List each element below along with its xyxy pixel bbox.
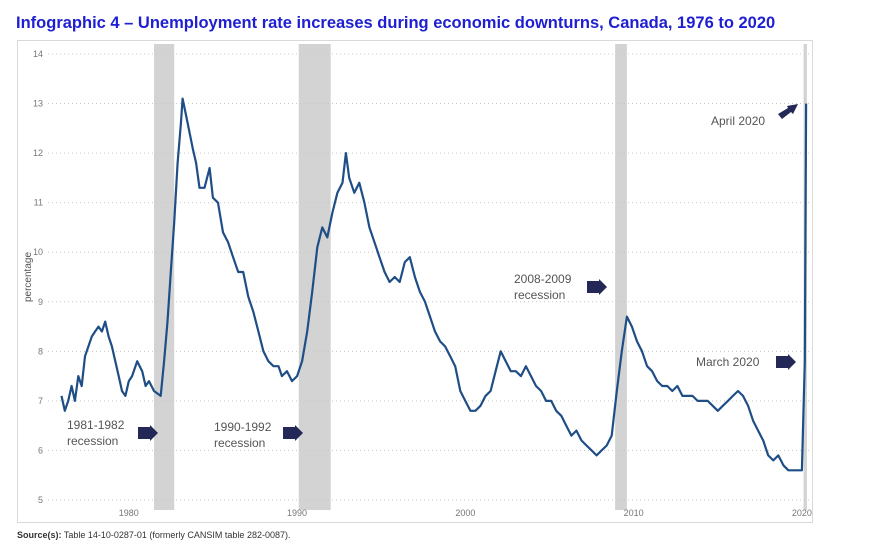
annotation-1981-line2: recession — [67, 434, 118, 448]
arrow-up-right-icon — [778, 104, 798, 119]
annotation-march-2020: March 2020 — [696, 354, 796, 370]
y-tick-label-9: 9 — [38, 297, 43, 307]
chart-title: Infographic 4 – Unemployment rate increa… — [16, 14, 776, 32]
arrow-right-icon — [283, 425, 303, 441]
x-tick-label-2000: 2000 — [455, 508, 475, 518]
arrow-right-icon — [587, 279, 607, 295]
arrow-right-icon — [776, 354, 796, 370]
y-tick-label-12: 12 — [33, 148, 43, 158]
annotation-1990-line2: recession — [214, 436, 265, 450]
chart-frame — [17, 40, 813, 523]
gridlines — [48, 53, 812, 501]
source-note: Source(s): Table 14-10-0287-01 (formerly… — [17, 530, 290, 540]
x-tick-label-2010: 2010 — [624, 508, 644, 518]
y-axis-label: percentage — [23, 252, 34, 302]
y-tick-label-5: 5 — [38, 495, 43, 505]
annotation-1990-recession: 1990-1992 recession — [214, 420, 303, 450]
annotation-april-2020: April 2020 — [711, 104, 798, 128]
y-tick-label-6: 6 — [38, 445, 43, 455]
arrow-right-icon — [138, 425, 158, 441]
annotation-2008-recession: 2008-2009 recession — [514, 272, 607, 302]
x-tick-label-1980: 1980 — [119, 508, 139, 518]
unemployment-rate-line — [60, 97, 808, 472]
y-tick-label-13: 13 — [33, 99, 43, 109]
annotation-1990-line1: 1990-1992 — [214, 420, 272, 434]
y-tick-labels: 5 6 7 8 9 10 11 12 13 14 — [33, 49, 43, 505]
source-text: Table 14-10-0287-01 (formerly CANSIM tab… — [63, 530, 291, 540]
x-tick-label-1990: 1990 — [287, 508, 307, 518]
y-tick-label-11: 11 — [34, 198, 43, 208]
x-tick-labels: 1980 1990 2000 2010 2020 — [119, 508, 812, 518]
y-tick-label-14: 14 — [33, 49, 43, 59]
annotation-2008-line2: recession — [514, 288, 565, 302]
y-tick-label-7: 7 — [38, 396, 43, 406]
y-tick-label-8: 8 — [38, 346, 43, 356]
annotation-april-2020-text: April 2020 — [711, 114, 765, 128]
annotation-1981-line1: 1981-1982 — [67, 418, 125, 432]
x-tick-label-2020: 2020 — [792, 508, 812, 518]
annotation-march-2020-text: March 2020 — [696, 355, 760, 369]
annotation-1981-recession: 1981-1982 recession — [67, 418, 158, 448]
recession-band-3 — [615, 44, 627, 510]
y-tick-label-10: 10 — [33, 247, 43, 257]
source-label: Source(s): — [17, 530, 62, 540]
annotation-2008-line1: 2008-2009 — [514, 272, 572, 286]
